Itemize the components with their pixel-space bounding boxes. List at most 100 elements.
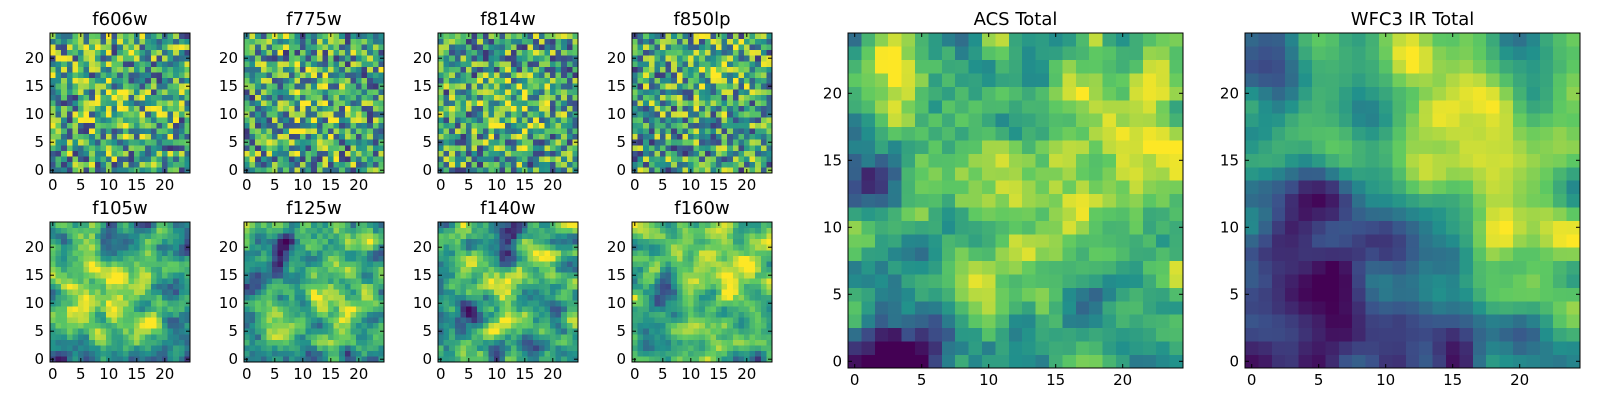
heatmap-cell: [66, 266, 73, 273]
heatmap-cell: [255, 311, 262, 318]
heatmap-cell: [632, 89, 638, 95]
heatmap-cell: [178, 117, 185, 123]
heatmap-cell: [249, 55, 256, 62]
heatmap-cell: [738, 72, 745, 79]
heatmap-cell: [510, 311, 517, 318]
heatmap-cell: [55, 94, 62, 101]
heatmap-cell: [454, 94, 461, 101]
heatmap-cell: [367, 105, 374, 112]
heatmap-cell: [333, 356, 340, 363]
heatmap-cell: [372, 156, 379, 163]
heatmap-cell: [688, 55, 694, 62]
heatmap-cell: [682, 334, 689, 340]
heatmap-cell: [372, 100, 379, 107]
heatmap-cell: [566, 233, 573, 240]
heatmap-cell: [272, 105, 278, 112]
heatmap-cell: [55, 244, 62, 251]
heatmap-cell: [311, 222, 318, 228]
heatmap-cell: [471, 100, 478, 107]
heatmap-cell: [167, 66, 174, 73]
heatmap-cell: [94, 227, 101, 234]
heatmap-cell: [538, 244, 545, 251]
heatmap-cell: [648, 294, 655, 301]
heatmap-cell: [688, 89, 694, 95]
heatmap-cell: [693, 89, 700, 95]
heatmap-cell: [305, 128, 312, 135]
heatmap-cell: [710, 156, 717, 163]
heatmap-cell: [333, 350, 340, 357]
heatmap-cell: [244, 61, 250, 67]
heatmap-cell: [361, 61, 368, 67]
heatmap-cell: [660, 49, 666, 56]
heatmap-cell: [100, 328, 107, 335]
heatmap-cell: [128, 49, 135, 56]
heatmap-cell: [94, 238, 101, 245]
heatmap-cell: [688, 111, 694, 118]
heatmap-cell: [50, 94, 56, 101]
heatmap-cell: [178, 345, 185, 352]
heatmap-cell: [333, 33, 340, 39]
heatmap-cell: [356, 322, 362, 329]
heatmap-cell: [350, 339, 357, 346]
heatmap-cell: [449, 105, 456, 112]
heatmap-cell: [482, 145, 489, 151]
heatmap-cell: [94, 38, 101, 45]
heatmap-cell: [283, 156, 290, 163]
heatmap-cell: [438, 161, 444, 168]
heatmap-cell: [471, 272, 478, 279]
heatmap-cell: [184, 266, 191, 273]
heatmap-cell: [328, 345, 334, 352]
heatmap-cell: [466, 306, 472, 312]
heatmap-cell: [721, 339, 728, 346]
heatmap-cell: [311, 61, 318, 67]
heatmap-cell: [339, 244, 346, 251]
heatmap-cell: [139, 105, 146, 112]
heatmap-cell: [288, 283, 295, 290]
heatmap-cell: [372, 133, 379, 140]
heatmap-cell: [339, 334, 346, 340]
heatmap-cell: [173, 44, 180, 51]
heatmap-cell: [744, 306, 750, 312]
heatmap-cell: [544, 61, 551, 67]
heatmap-cell: [443, 139, 450, 146]
heatmap-cell: [727, 311, 734, 318]
heatmap-cell: [260, 300, 267, 307]
heatmap-cell: [699, 278, 706, 284]
heatmap-cell: [648, 128, 655, 135]
heatmap-cell: [372, 44, 379, 51]
heatmap-cell: [167, 238, 174, 245]
heatmap-cell: [184, 261, 191, 268]
heatmap-cell: [283, 128, 290, 135]
heatmap-cell: [316, 133, 323, 140]
heatmap-cell: [716, 128, 722, 135]
heatmap-cell: [311, 66, 318, 73]
heatmap-cell: [55, 161, 62, 168]
heatmap-cell: [766, 289, 773, 296]
heatmap-cell: [466, 49, 472, 56]
heatmap-cell: [637, 350, 644, 357]
heatmap-cell: [288, 83, 295, 90]
heatmap-cell: [460, 350, 467, 357]
heatmap-cell: [482, 233, 489, 240]
heatmap-cell: [173, 250, 180, 256]
heatmap-cell: [145, 311, 152, 318]
heatmap-cell: [572, 117, 579, 123]
heatmap-cell: [328, 238, 334, 245]
heatmap-cell: [72, 139, 79, 146]
heatmap-cell: [466, 161, 472, 168]
heatmap-cell: [55, 250, 62, 256]
heatmap-cell: [184, 345, 191, 352]
heatmap-cell: [316, 55, 323, 62]
heatmap-cell: [266, 49, 273, 56]
heatmap-cell: [156, 133, 163, 140]
heatmap-cell: [305, 89, 312, 95]
heatmap-cell: [272, 94, 278, 101]
heatmap-cell: [356, 317, 362, 324]
heatmap-cell: [676, 339, 683, 346]
heatmap-cell: [372, 233, 379, 240]
heatmap-cell: [544, 227, 551, 234]
heatmap-cell: [162, 94, 168, 101]
heatmap-cell: [516, 255, 523, 262]
heatmap-cell: [249, 133, 256, 140]
heatmap-cell: [477, 167, 484, 174]
